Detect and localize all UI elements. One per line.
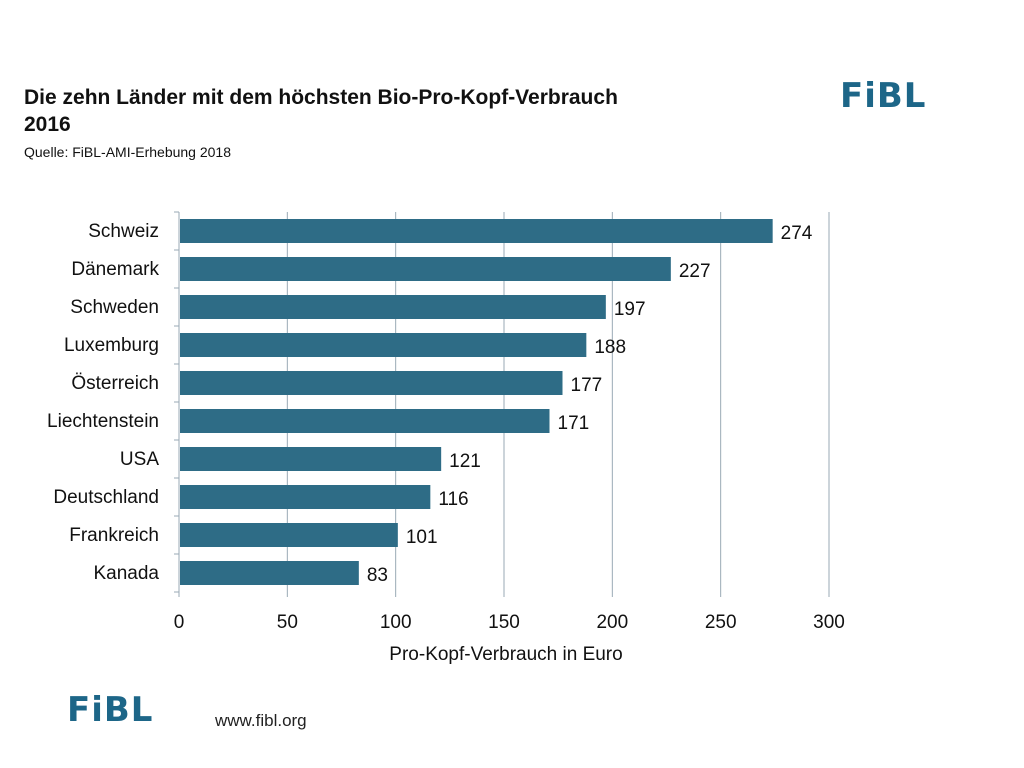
category-label: USA [120, 449, 159, 470]
chart-source: Quelle: FiBL-AMI-Erhebung 2018 [24, 144, 231, 160]
data-label: 83 [367, 565, 388, 586]
x-tick-label: 300 [813, 612, 845, 633]
data-label: 227 [679, 261, 711, 282]
data-label: 121 [449, 451, 481, 472]
category-label: Kanada [93, 563, 159, 584]
x-tick-label: 250 [705, 612, 737, 633]
bar [180, 409, 550, 433]
x-tick-label: 50 [277, 612, 298, 633]
bar [180, 333, 587, 357]
labels: 0 50 100 150 200 250 300 Schweiz 274 Dänemark 227 S… [47, 221, 845, 665]
category-label: Schweden [70, 297, 159, 318]
data-label: 197 [614, 299, 646, 320]
x-tick-label: 100 [380, 612, 412, 633]
bar [180, 561, 359, 585]
category-label: Österreich [71, 373, 159, 394]
x-tick-label: 200 [596, 612, 628, 633]
category-label: Dänemark [71, 259, 159, 280]
data-label: 188 [594, 337, 626, 358]
category-label: Liechtenstein [47, 411, 159, 432]
data-label: 101 [406, 527, 438, 548]
x-axis-title: Pro-Kopf-Verbrauch in Euro [389, 644, 622, 665]
fibl-logo: FiBL [840, 76, 927, 116]
bar [180, 485, 431, 509]
bars [180, 219, 773, 585]
bar [180, 523, 398, 547]
data-label: 116 [438, 489, 468, 510]
bar [180, 447, 442, 471]
website-link[interactable]: www.fibl.org [215, 711, 307, 730]
fibl-logo-footer: FiBL [67, 690, 154, 730]
category-label: Schweiz [88, 221, 159, 242]
category-label: Frankreich [69, 525, 159, 546]
bar [180, 295, 606, 319]
bar [180, 257, 671, 281]
data-label: 274 [781, 223, 813, 244]
x-tick-label: 150 [488, 612, 520, 633]
data-label: 177 [571, 375, 603, 396]
chart-title: Die zehn Länder mit dem höchsten Bio-Pro… [24, 86, 618, 136]
bar [180, 371, 563, 395]
x-tick-label: 0 [174, 612, 185, 633]
data-label: 171 [558, 413, 590, 434]
category-label: Deutschland [53, 487, 159, 508]
bar [180, 219, 773, 243]
category-label: Luxemburg [64, 335, 159, 356]
